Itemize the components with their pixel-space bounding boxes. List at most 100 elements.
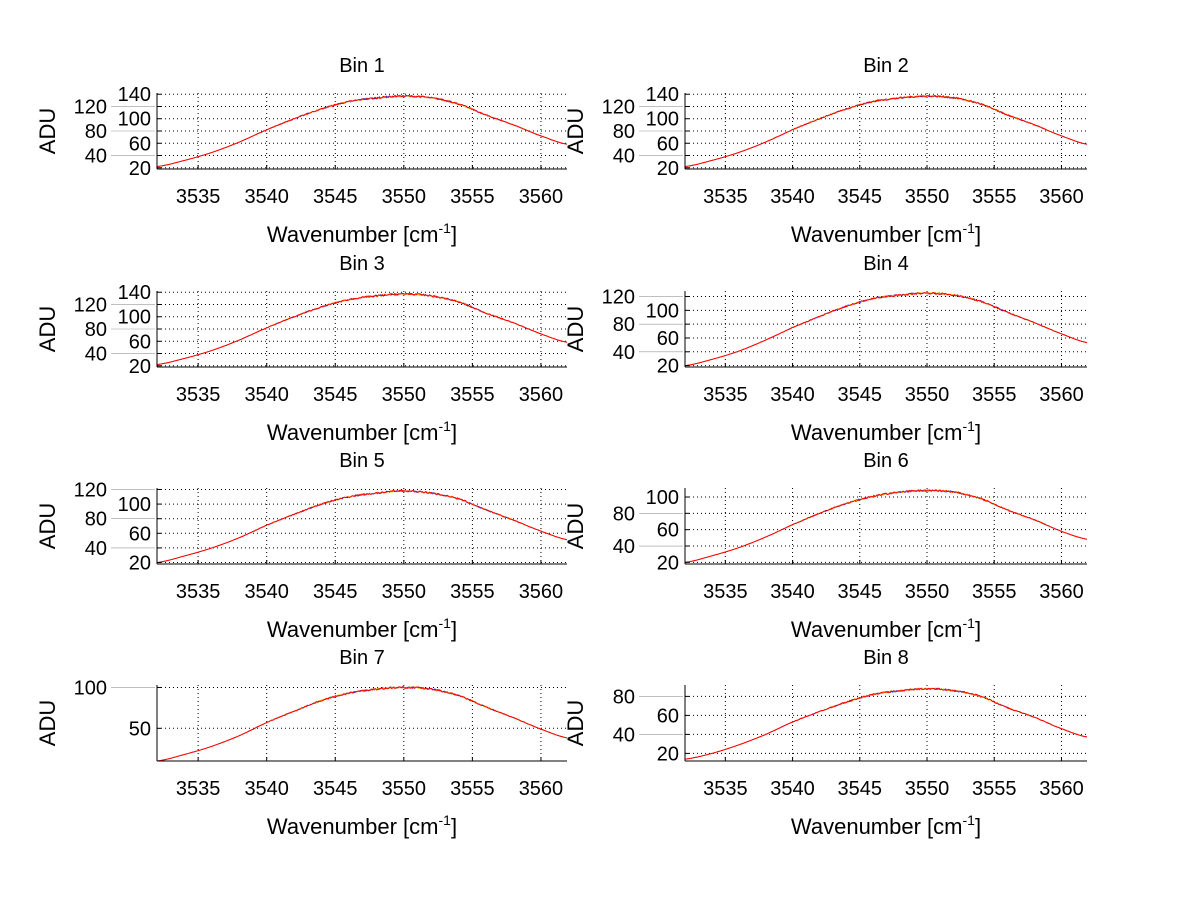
series-line-main — [684, 489, 1088, 563]
subplot-title: Bin 7 — [339, 647, 385, 669]
y-tick-label: 20 — [657, 158, 679, 180]
series-line-third — [684, 291, 1088, 366]
series-line-second — [684, 687, 1088, 760]
x-tick-label: 3550 — [905, 778, 950, 800]
x-tick-label: 3555 — [450, 384, 495, 406]
y-axis-label: ADU — [35, 503, 60, 549]
y-tick-label: 40 — [85, 344, 107, 366]
series-line-main — [684, 94, 1088, 167]
x-label-base: Wavenumber [cm — [267, 617, 439, 642]
x-tick-label: 3540 — [244, 581, 289, 603]
x-axis-label: Wavenumber [cm-1] — [791, 812, 981, 839]
x-tick-label: 3550 — [905, 581, 950, 603]
x-tick-label: 3560 — [519, 778, 564, 800]
series-line-main — [684, 687, 1088, 760]
y-tick-label: 120 — [602, 96, 635, 118]
y-tick-label: 100 — [74, 677, 107, 699]
x-tick-label: 3540 — [244, 384, 289, 406]
y-axis-label: ADU — [563, 503, 588, 549]
x-tick-label: 3535 — [703, 581, 748, 603]
series-line-main — [156, 685, 568, 762]
x-label-bracket: ] — [975, 617, 981, 642]
x-tick-label: 3555 — [450, 778, 495, 800]
x-label-bracket: ] — [975, 814, 981, 839]
y-tick-label: 100 — [118, 494, 151, 516]
x-tick-label: 3555 — [450, 581, 495, 603]
x-tick-label: 3555 — [972, 186, 1017, 208]
y-tick-label: 100 — [118, 109, 151, 131]
series-line-third — [156, 686, 568, 762]
y-tick-label: 60 — [129, 523, 151, 545]
subplot-title: Bin 8 — [863, 647, 909, 669]
subplot-7: 3535 3540 3545 3550 3555 3560 50 100 Bin 7 ADU Wav… — [35, 647, 568, 839]
x-tick-label: 3540 — [244, 186, 289, 208]
x-axis-label: Wavenumber [cm-1] — [267, 220, 457, 247]
x-tick-label: 3540 — [770, 581, 815, 603]
x-tick-label: 3550 — [382, 778, 427, 800]
x-tick-label: 3540 — [770, 384, 815, 406]
x-tick-label: 3555 — [972, 384, 1017, 406]
x-label-base: Wavenumber [cm — [791, 617, 963, 642]
y-tick-label: 100 — [118, 307, 151, 329]
y-tick-label: 40 — [613, 536, 635, 558]
y-tick-label: 100 — [646, 300, 679, 322]
subplot-6: 3535 3540 3545 3550 3555 3560 20 40 60 80 100 Bin 6… — [563, 450, 1088, 642]
y-axis-label: ADU — [563, 108, 588, 154]
series-line-second — [684, 489, 1088, 563]
x-label-bracket: ] — [451, 420, 457, 445]
x-label-bracket: ] — [451, 617, 457, 642]
y-tick-label: 80 — [613, 503, 635, 525]
x-label-superscript: -1 — [439, 812, 452, 828]
x-tick-label: 3545 — [313, 778, 358, 800]
x-tick-label: 3535 — [703, 186, 748, 208]
y-tick-label: 60 — [657, 705, 679, 727]
y-tick-label: 20 — [129, 356, 151, 378]
y-tick-label: 20 — [657, 743, 679, 765]
y-tick-label: 20 — [129, 158, 151, 180]
x-tick-label: 3545 — [313, 384, 358, 406]
x-tick-label: 3560 — [1039, 581, 1084, 603]
x-axis-label: Wavenumber [cm-1] — [267, 812, 457, 839]
subplot-title: Bin 6 — [863, 450, 909, 472]
x-tick-label: 3540 — [770, 778, 815, 800]
y-tick-label: 140 — [118, 282, 151, 304]
x-label-base: Wavenumber [cm — [791, 420, 963, 445]
series-line-main — [684, 291, 1088, 367]
y-tick-label: 80 — [613, 314, 635, 336]
y-tick-label: 60 — [657, 133, 679, 155]
subplot-8: 3535 3540 3545 3550 3555 3560 20 40 60 80 Bin 8 ADU… — [563, 647, 1088, 839]
y-tick-label: 40 — [85, 146, 107, 168]
y-axis-label: ADU — [35, 700, 60, 746]
series-line-third — [684, 687, 1088, 760]
y-tick-label: 40 — [613, 146, 635, 168]
y-tick-label: 60 — [657, 328, 679, 350]
x-tick-label: 3555 — [972, 581, 1017, 603]
x-label-base: Wavenumber [cm — [267, 222, 439, 247]
series-line-main — [156, 489, 568, 563]
x-tick-label: 3555 — [450, 186, 495, 208]
x-label-superscript: -1 — [963, 220, 976, 236]
x-label-superscript: -1 — [439, 418, 452, 434]
y-tick-label: 40 — [613, 724, 635, 746]
x-axis-label: Wavenumber [cm-1] — [791, 418, 981, 445]
y-tick-label: 100 — [646, 109, 679, 131]
x-label-base: Wavenumber [cm — [791, 814, 963, 839]
x-tick-label: 3535 — [176, 186, 221, 208]
x-tick-label: 3545 — [313, 581, 358, 603]
series-line-main — [156, 94, 568, 167]
series-line-third — [156, 489, 568, 563]
y-axis-label: ADU — [563, 306, 588, 352]
y-tick-label: 100 — [646, 487, 679, 509]
y-tick-label: 140 — [118, 84, 151, 106]
x-label-superscript: -1 — [439, 220, 452, 236]
x-tick-label: 3545 — [313, 186, 358, 208]
series-line-second — [156, 489, 568, 563]
x-label-base: Wavenumber [cm — [267, 814, 439, 839]
x-tick-label: 3545 — [838, 581, 883, 603]
y-tick-label: 80 — [85, 509, 107, 531]
y-tick-label: 80 — [613, 686, 635, 708]
x-label-superscript: -1 — [963, 418, 976, 434]
x-axis-label: Wavenumber [cm-1] — [267, 615, 457, 642]
x-tick-label: 3535 — [176, 778, 221, 800]
